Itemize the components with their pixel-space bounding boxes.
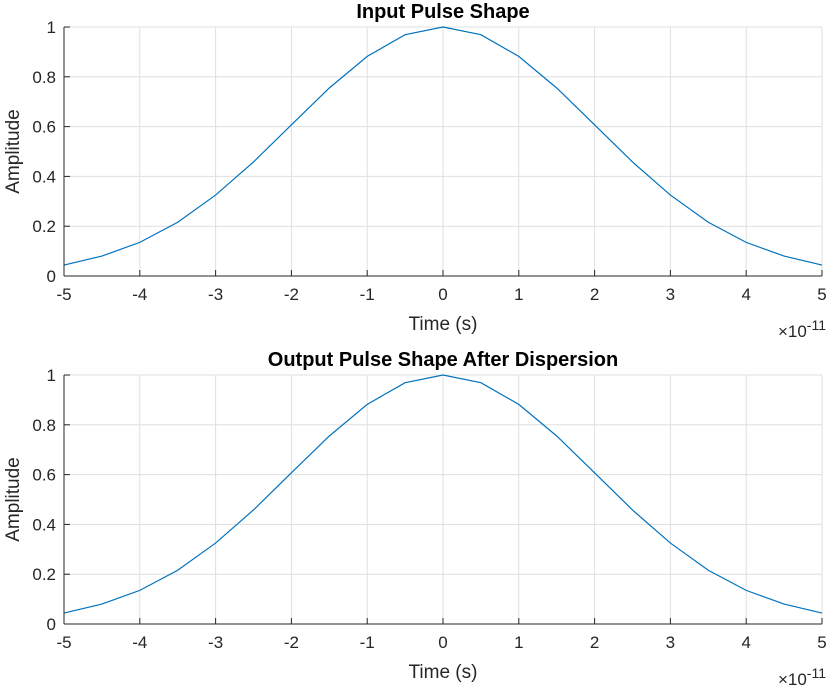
exponent-base: ×10: [778, 670, 807, 685]
y-tick-label: 0.8: [32, 68, 56, 87]
output-pulse-plot: Output Pulse Shape After Dispersion Time…: [3, 349, 827, 685]
y-tick-label: 0: [47, 267, 56, 286]
y-tick-label: 0.4: [32, 167, 56, 186]
y-tick-label: 0: [47, 615, 56, 634]
y-tick-label: 0.6: [32, 118, 56, 137]
input-pulse-plot: Input Pulse Shape Time (s) Amplitude ×10…: [3, 1, 827, 341]
series-line: [63, 374, 823, 614]
x-tick-label: 3: [666, 633, 675, 652]
x-tick-label: 1: [514, 285, 523, 304]
plot-title: Output Pulse Shape After Dispersion: [268, 349, 618, 371]
x-tick-label: -2: [284, 633, 299, 652]
y-tick-label: 1: [47, 18, 56, 37]
x-tick-label: -3: [208, 285, 223, 304]
plot-title: Input Pulse Shape: [356, 1, 529, 23]
x-axis-exponent: ×10-11: [778, 665, 826, 685]
x-tick-label: 4: [741, 285, 750, 304]
x-tick-label: 2: [590, 633, 599, 652]
exponent-power: -11: [807, 665, 826, 681]
y-tick-label: 1: [47, 366, 56, 385]
x-tick-label: -1: [360, 633, 375, 652]
x-tick-label: -5: [56, 633, 71, 652]
exponent-base: ×10: [778, 322, 807, 341]
x-axis-exponent: ×10-11: [778, 317, 826, 341]
x-tick-label: 5: [817, 285, 826, 304]
x-tick-label: -1: [360, 285, 375, 304]
exponent-power: -11: [807, 317, 826, 333]
y-tick-label: 0.8: [32, 416, 56, 435]
x-axis-label: Time (s): [409, 314, 478, 335]
y-axis-label: Amplitude: [3, 457, 24, 542]
x-tick-label: 5: [817, 633, 826, 652]
x-tick-label: 1: [514, 633, 523, 652]
y-axis-label: Amplitude: [3, 109, 24, 194]
y-tick-label: 0.4: [32, 515, 56, 534]
x-tick-label: -4: [132, 285, 147, 304]
series-line: [63, 26, 823, 266]
x-axis-label: Time (s): [409, 662, 478, 683]
x-tick-label: -4: [132, 633, 147, 652]
x-tick-label: -5: [56, 285, 71, 304]
x-tick-label: 0: [438, 285, 447, 304]
x-tick-label: 3: [666, 285, 675, 304]
x-tick-label: -3: [208, 633, 223, 652]
x-tick-label: 0: [438, 633, 447, 652]
x-tick-label: 2: [590, 285, 599, 304]
x-tick-label: -2: [284, 285, 299, 304]
x-tick-label: 4: [741, 633, 750, 652]
y-tick-label: 0.6: [32, 466, 56, 485]
y-tick-label: 0.2: [32, 217, 56, 236]
y-tick-label: 0.2: [32, 565, 56, 584]
